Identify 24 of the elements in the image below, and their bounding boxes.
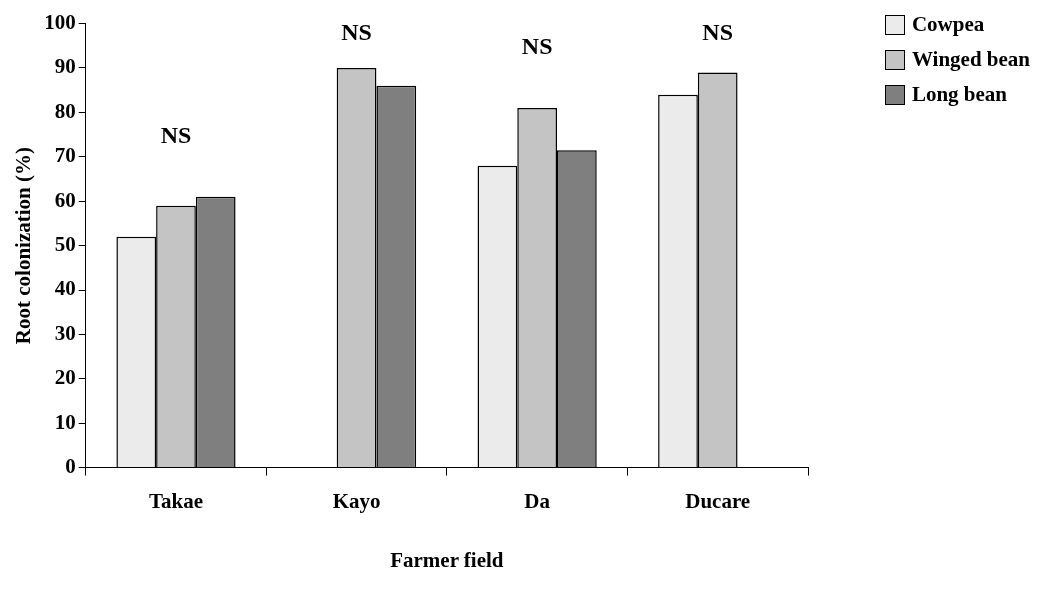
x-tick-label: Kayo	[332, 488, 381, 513]
y-tick-label: 40	[54, 276, 76, 301]
y-tick-label: 0	[65, 454, 76, 479]
y-tick-label: 100	[44, 10, 76, 35]
annotation: NS	[341, 18, 372, 45]
y-tick-label: 90	[54, 54, 76, 79]
x-tick-label: Da	[524, 488, 551, 513]
x-tick-label: Ducare	[685, 488, 751, 513]
annotation: NS	[702, 18, 734, 45]
y-tick-label: 10	[54, 409, 76, 434]
y-tick-label: 50	[54, 232, 76, 257]
annotation: NS	[160, 121, 192, 148]
y-axis-title: Root colonization (%)	[11, 147, 36, 345]
y-tick-label: 20	[54, 365, 76, 390]
y-tick-label: 60	[54, 187, 76, 212]
legend-label: Long bean	[911, 82, 1008, 107]
x-axis-title: Farmer field	[390, 547, 504, 572]
y-tick-label: 80	[54, 98, 76, 123]
y-tick-label: 30	[54, 320, 76, 345]
x-tick-label: Takae	[148, 488, 204, 513]
legend-label: Cowpea	[911, 12, 985, 37]
y-tick-label: 70	[54, 143, 76, 168]
legend-label: Winged bean	[911, 47, 1030, 72]
annotation: NS	[521, 33, 553, 60]
